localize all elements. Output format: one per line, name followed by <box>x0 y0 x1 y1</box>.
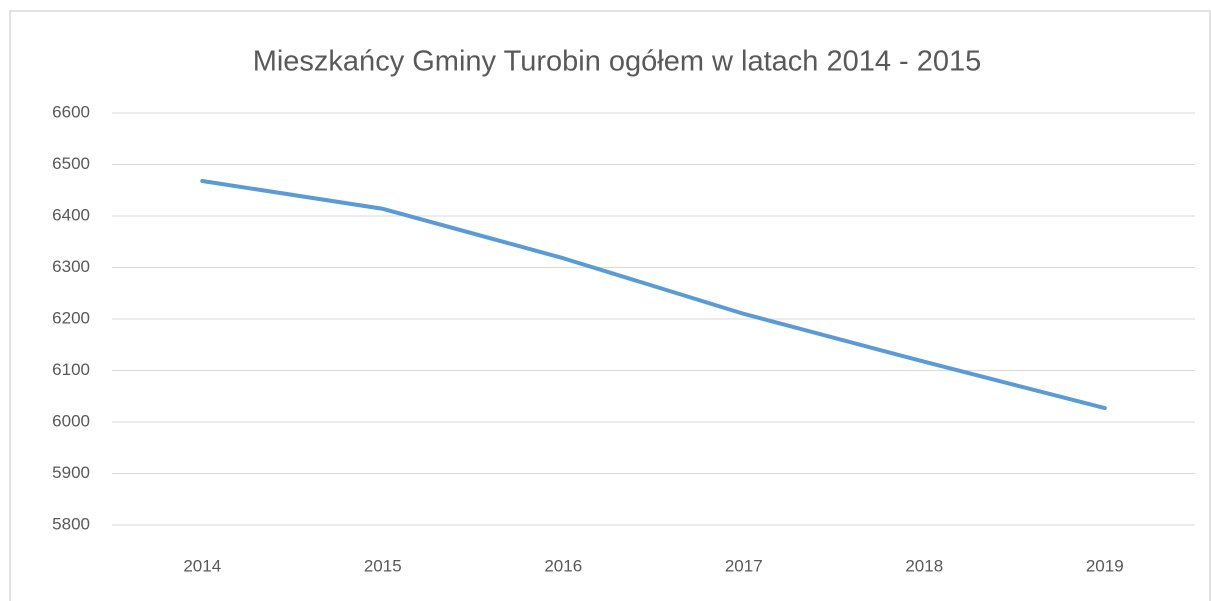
y-tick-label: 6500 <box>52 154 90 173</box>
x-tick-label: 2014 <box>183 556 221 575</box>
data-line <box>200 178 1107 411</box>
chart-title: Mieszkańcy Gminy Turobin ogółem w latach… <box>253 46 982 78</box>
x-tick-label: 2016 <box>544 556 582 575</box>
y-tick-label: 6200 <box>52 308 90 327</box>
y-tick-label: 6100 <box>52 360 90 379</box>
x-tick-label: 2019 <box>1086 556 1124 575</box>
x-tick-label: 2017 <box>725 556 763 575</box>
x-tick-label: 2015 <box>364 556 402 575</box>
chart-border <box>9 10 1211 601</box>
y-tick-label: 6600 <box>52 102 90 121</box>
x-tick-label: 2018 <box>905 556 943 575</box>
y-tick-label: 5800 <box>52 514 90 533</box>
y-tick-label: 6400 <box>52 205 90 224</box>
y-tick-label: 5900 <box>52 463 90 482</box>
y-tick-label: 6300 <box>52 257 90 276</box>
y-tick-label: 6000 <box>52 411 90 430</box>
